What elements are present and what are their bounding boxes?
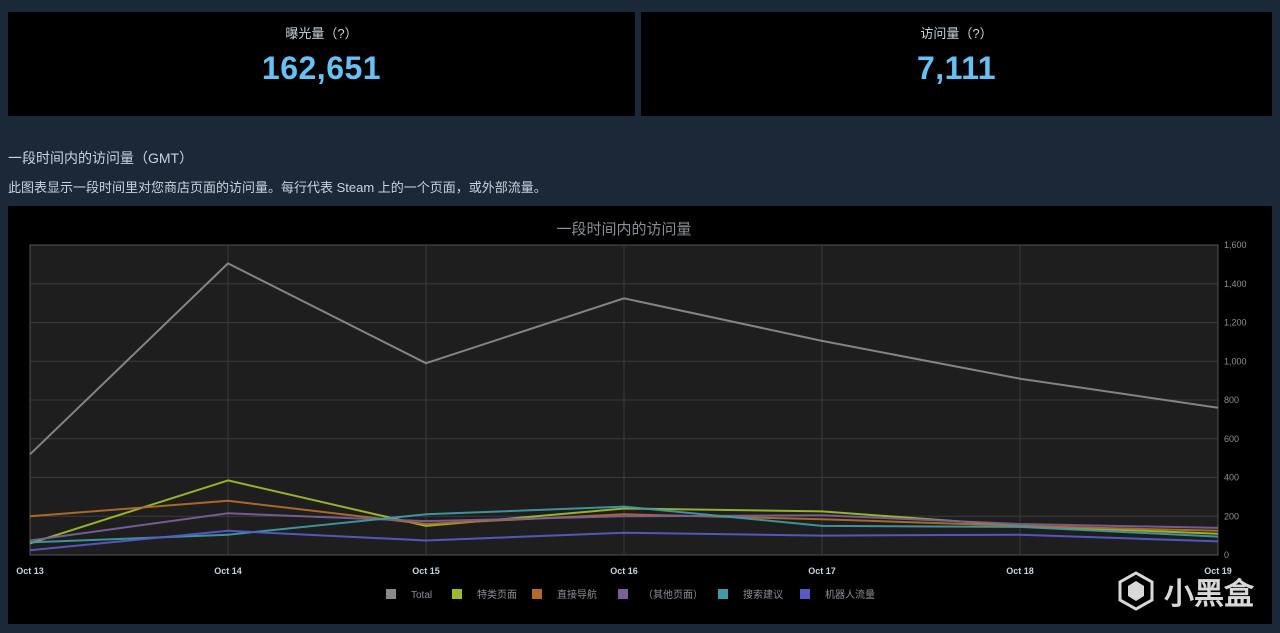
x-tick-label: Oct 14 (214, 566, 242, 576)
y-tick-label: 200 (1224, 511, 1239, 521)
x-tick-label: Oct 16 (610, 566, 638, 576)
y-tick-label: 400 (1224, 473, 1239, 483)
legend-label: 直接导航 (557, 588, 597, 601)
x-tick-label: Oct 13 (16, 566, 44, 576)
chart-title: 一段时间内的访问量 (556, 221, 691, 238)
impressions-value: 162,651 (261, 50, 382, 86)
impressions-label[interactable]: 曝光量（?） (285, 26, 358, 41)
section-title: 一段时间内的访问量（GMT） (8, 150, 194, 166)
x-tick-label: Oct 15 (412, 566, 440, 576)
visits-value: 7,111 (916, 50, 997, 86)
y-tick-label: 1,400 (1224, 279, 1247, 289)
visits-label[interactable]: 访问量（?） (920, 26, 993, 41)
legend-swatch (800, 589, 810, 599)
legend-label: 特类页面 (477, 588, 517, 601)
impressions-stat-card: 曝光量（?） 162,651 (8, 12, 635, 116)
series-line-4 (29, 512, 1219, 542)
legend-swatch (718, 589, 728, 599)
y-tick-label: 1,600 (1224, 240, 1247, 250)
legend-label: 机器人流量 (825, 588, 875, 601)
x-tick-label: Oct 17 (808, 566, 836, 576)
visits-line-chart: 一段时间内的访问量 0 200 400 600 800 1,000 1,200 1,400 1,6… (16, 221, 1247, 601)
visits-chart-panel: 一段时间内的访问量 0 200 400 600 800 1,000 1,200 1,400 1,6… (8, 206, 1272, 624)
legend-swatch (386, 589, 396, 599)
y-tick-label: 800 (1224, 395, 1239, 405)
chart-legend: Total 特类页面 直接导航 （其他页面） 搜索建议 机器人流量 (386, 588, 875, 601)
x-tick-label: Oct 19 (1204, 566, 1232, 576)
series-line-1 (29, 262, 1219, 456)
series-line-6 (29, 529, 1219, 552)
legend-swatch (532, 589, 542, 599)
legend-swatch (452, 589, 462, 599)
y-tick-label: 1,000 (1224, 356, 1247, 366)
visits-stat-card: 访问量（?） 7,111 (641, 12, 1272, 116)
section-description: 此图表显示一段时间里对您商店页面的访问量。每行代表 Steam 上的一个页面，或… (8, 180, 547, 195)
legend-label: 搜索建议 (743, 588, 783, 601)
legend-swatch (618, 589, 628, 599)
y-tick-label: 0 (1224, 550, 1229, 560)
y-tick-label: 1,200 (1224, 318, 1247, 328)
watermark-text: 小黑盒 (1164, 578, 1254, 611)
x-tick-label: Oct 18 (1006, 566, 1034, 576)
legend-label: （其他页面） (643, 588, 703, 601)
heybox-logo-icon (1118, 571, 1154, 611)
y-tick-label: 600 (1224, 434, 1239, 444)
watermark: 小黑盒 (1116, 569, 1254, 613)
legend-label: Total (411, 590, 432, 601)
series-line-5 (29, 505, 1219, 544)
